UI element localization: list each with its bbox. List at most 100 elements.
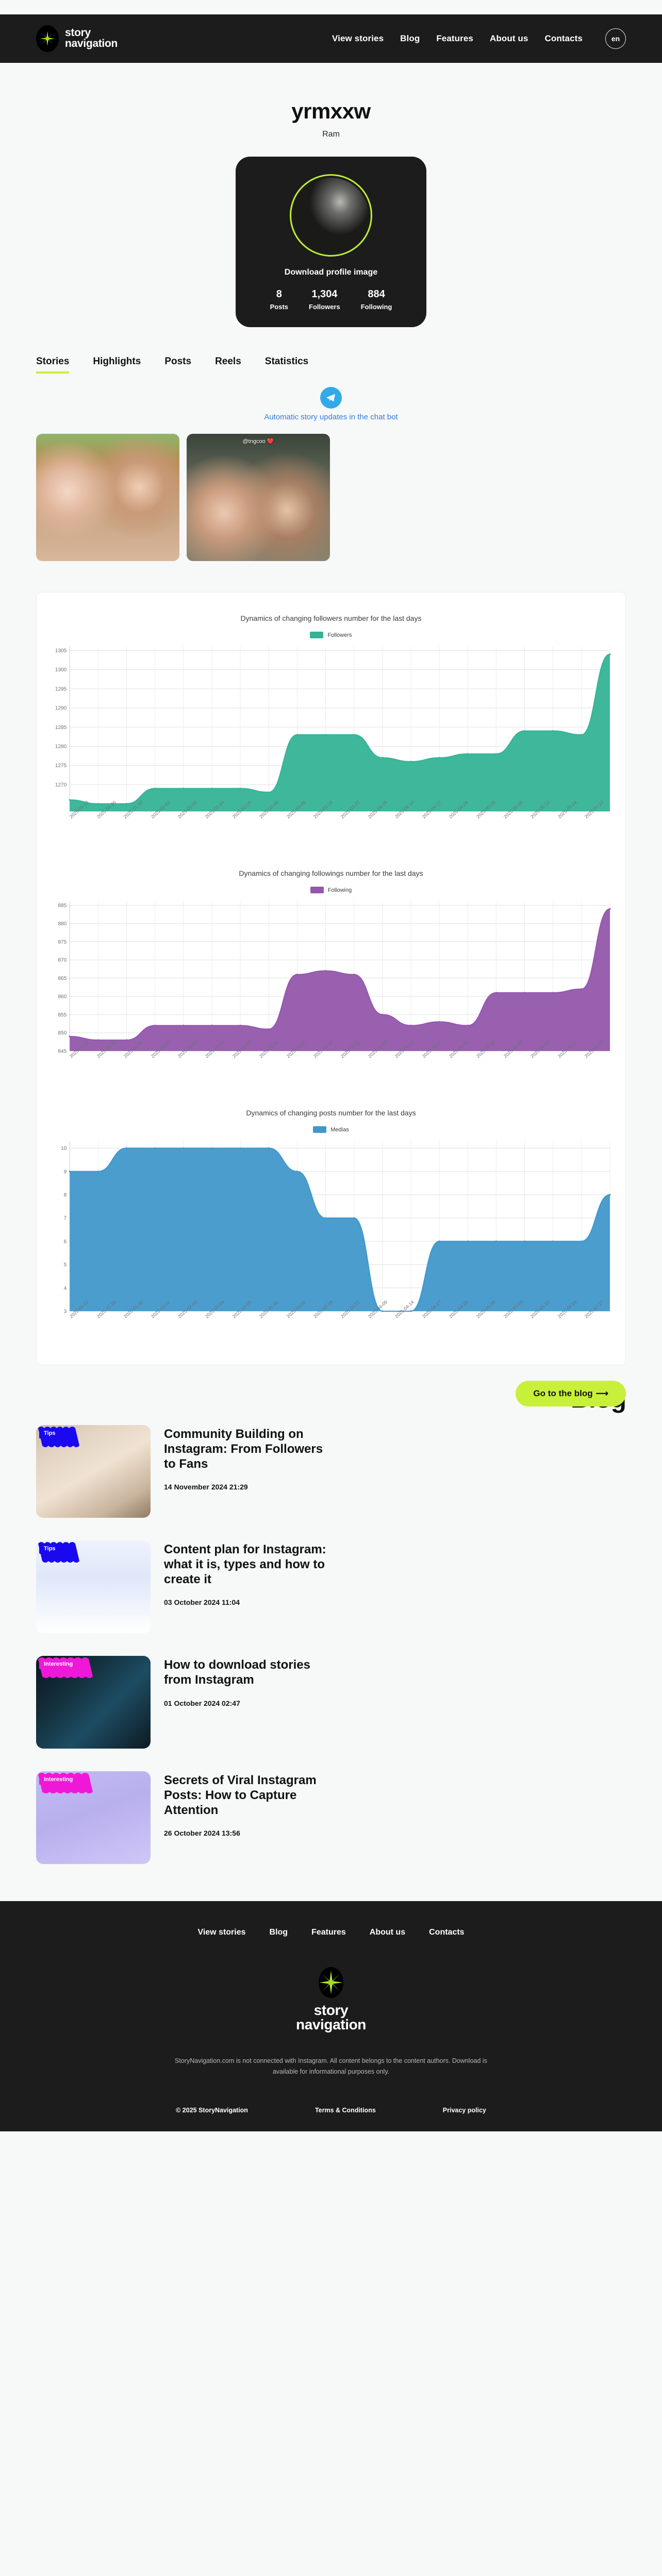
blog-post-thumb-wrap: Tips — [36, 1540, 151, 1633]
brand-line-1: story — [65, 27, 91, 39]
nav-item-about-us[interactable]: About us — [490, 33, 528, 43]
tab-posts[interactable]: Posts — [164, 356, 192, 367]
telegram-bot-link[interactable]: Automatic story updates in the chat bot — [264, 413, 398, 421]
story-thumbnail[interactable] — [36, 434, 179, 561]
nav-item-features[interactable]: Features — [436, 33, 473, 43]
svg-text:850: 850 — [58, 1030, 67, 1036]
blog-post-thumb-wrap: Interesting — [36, 1656, 151, 1749]
language-switcher[interactable]: en — [605, 28, 626, 49]
telegram-icon[interactable] — [320, 387, 342, 409]
svg-text:1280: 1280 — [55, 744, 67, 750]
profile-stats: 8 Posts 1,304 Followers 884 Following — [251, 289, 411, 311]
footer-nav-about-us[interactable]: About us — [369, 1928, 406, 1937]
brand-wordmark: story navigation — [65, 28, 118, 49]
blog-post-list: Tips Community Building on Instagram: Fr… — [0, 1406, 662, 1877]
site-header: story navigation View stories Blog Featu… — [0, 14, 662, 63]
terms-link[interactable]: Terms & Conditions — [315, 2106, 376, 2114]
chart-followers-xaxis: 2025-01-12 2025-01-26 2025-01-30 2025-02-02… — [69, 800, 611, 857]
profile-fullname: Ram — [322, 130, 340, 139]
stat-followers-label: Followers — [309, 303, 340, 311]
chart-posts-plot[interactable]: 3 4 5 6 7 8 9 10 — [46, 1138, 616, 1313]
svg-text:1295: 1295 — [55, 686, 67, 692]
stories-grid: @tngcoo ❤️ — [0, 421, 662, 561]
chart-posts-svg: 3 4 5 6 7 8 9 10 — [61, 1141, 611, 1313]
svg-text:1270: 1270 — [55, 782, 67, 788]
blog-post-body: Community Building on Instagram: From Fo… — [164, 1425, 334, 1491]
go-to-blog-label: Go to the blog — [533, 1388, 593, 1398]
blog-post-badge: Tips — [39, 1428, 60, 1438]
blog-post-item[interactable]: Tips Content plan for Instagram: what it… — [36, 1531, 626, 1647]
story-thumbnail[interactable]: @tngcoo ❤️ — [187, 434, 330, 561]
stat-posts: 8 Posts — [270, 289, 288, 311]
footer-bottom-bar: © 2025 StoryNavigation Terms & Condition… — [36, 2107, 626, 2114]
legend-label-followers: Followers — [327, 632, 352, 638]
stat-following-value: 884 — [368, 289, 385, 300]
privacy-link[interactable]: Privacy policy — [442, 2106, 486, 2114]
stat-posts-value: 8 — [276, 289, 282, 300]
site-footer: View stories Blog Features About us Cont… — [0, 1901, 662, 2131]
blog-post-item[interactable]: Interesting Secrets of Viral Instagram P… — [36, 1762, 626, 1877]
footer-nav-contacts[interactable]: Contacts — [429, 1928, 465, 1937]
chart-followings-plot[interactable]: 845 850 855 860 865 870 875 880 885 — [46, 899, 616, 1053]
tab-reels[interactable]: Reels — [215, 356, 241, 367]
avatar-image — [293, 178, 369, 253]
blog-post-thumb-wrap: Tips — [36, 1425, 151, 1518]
nav-item-view-stories[interactable]: View stories — [332, 33, 384, 43]
starburst-icon — [36, 25, 59, 52]
chart-followers-plot[interactable]: 1270 1275 1280 1285 1290 1295 1300 1305 — [46, 643, 616, 814]
download-profile-image-button[interactable]: Download profile image — [284, 268, 378, 277]
tab-statistics[interactable]: Statistics — [264, 356, 309, 367]
tab-highlights[interactable]: Highlights — [93, 356, 141, 367]
svg-text:1305: 1305 — [55, 648, 67, 654]
statistics-charts-card: Dynamics of changing followers number fo… — [36, 592, 626, 1365]
avatar[interactable] — [290, 174, 372, 257]
chart-followings-title: Dynamics of changing followings number f… — [239, 869, 423, 877]
blog-post-title[interactable]: Content plan for Instagram: what it is, … — [164, 1543, 326, 1586]
footer-disclaimer: StoryNavigation.com is not connected wit… — [175, 2057, 487, 2076]
svg-text:860: 860 — [58, 994, 67, 999]
svg-text:8: 8 — [64, 1192, 67, 1198]
chart-followings-xaxis: 2025-01-12 2025-01-26 2025-01-30 2025-02-02… — [69, 1039, 611, 1096]
blog-post-body: Content plan for Instagram: what it is, … — [164, 1540, 334, 1606]
svg-text:7: 7 — [64, 1216, 67, 1222]
footer-wordmark: story navigation — [36, 2003, 626, 2032]
legend-swatch-medias — [313, 1126, 327, 1133]
blog-post-title[interactable]: How to download stories from Instagram — [164, 1658, 311, 1687]
page-root: story navigation View stories Blog Featu… — [0, 14, 662, 2131]
footer-nav-features[interactable]: Features — [311, 1928, 346, 1937]
footer-nav-blog[interactable]: Blog — [269, 1928, 288, 1937]
svg-text:1285: 1285 — [55, 725, 67, 731]
telegram-bot-block: Automatic story updates in the chat bot — [0, 387, 662, 421]
blog-post-badge: Interesting — [39, 1659, 78, 1669]
svg-text:885: 885 — [58, 903, 67, 909]
footer-nav-view-stories[interactable]: View stories — [197, 1928, 246, 1937]
blog-post-item[interactable]: Tips Community Building on Instagram: Fr… — [36, 1416, 626, 1531]
svg-text:6: 6 — [64, 1239, 67, 1245]
blog-post-date: 14 November 2024 21:29 — [164, 1483, 248, 1492]
blog-post-title[interactable]: Community Building on Instagram: From Fo… — [164, 1427, 323, 1471]
footer-brand-line-1: story — [313, 2002, 349, 2018]
copyright-text: © 2025 StoryNavigation — [176, 2106, 248, 2114]
page-title: yrmxxw — [291, 99, 371, 123]
main-nav: View stories Blog Features About us Cont… — [332, 28, 626, 49]
blog-post-thumb-wrap: Interesting — [36, 1771, 151, 1864]
svg-text:1300: 1300 — [55, 667, 67, 673]
nav-item-blog[interactable]: Blog — [400, 33, 420, 43]
footer-brand-logo[interactable]: story navigation — [36, 1967, 626, 2032]
svg-text:9: 9 — [64, 1169, 67, 1175]
blog-post-date: 26 October 2024 13:56 — [164, 1829, 240, 1838]
brand-logo[interactable]: story navigation — [36, 25, 118, 52]
legend-swatch-following — [310, 887, 324, 893]
chart-followers: Dynamics of changing followers number fo… — [46, 605, 616, 860]
legend-label-medias: Medias — [330, 1126, 349, 1133]
tab-stories[interactable]: Stories — [36, 356, 70, 374]
blog-post-item[interactable]: Interesting How to download stories from… — [36, 1647, 626, 1762]
blog-post-date: 03 October 2024 11:04 — [164, 1598, 240, 1607]
stat-following: 884 Following — [361, 289, 392, 311]
stat-followers: 1,304 Followers — [309, 289, 340, 311]
nav-item-contacts[interactable]: Contacts — [544, 33, 583, 43]
brand-line-2: navigation — [65, 38, 118, 49]
legend-label-following: Following — [327, 887, 352, 893]
go-to-blog-button[interactable]: Go to the blog ⟶ — [516, 1381, 626, 1406]
blog-post-title[interactable]: Secrets of Viral Instagram Posts: How to… — [164, 1773, 317, 1817]
